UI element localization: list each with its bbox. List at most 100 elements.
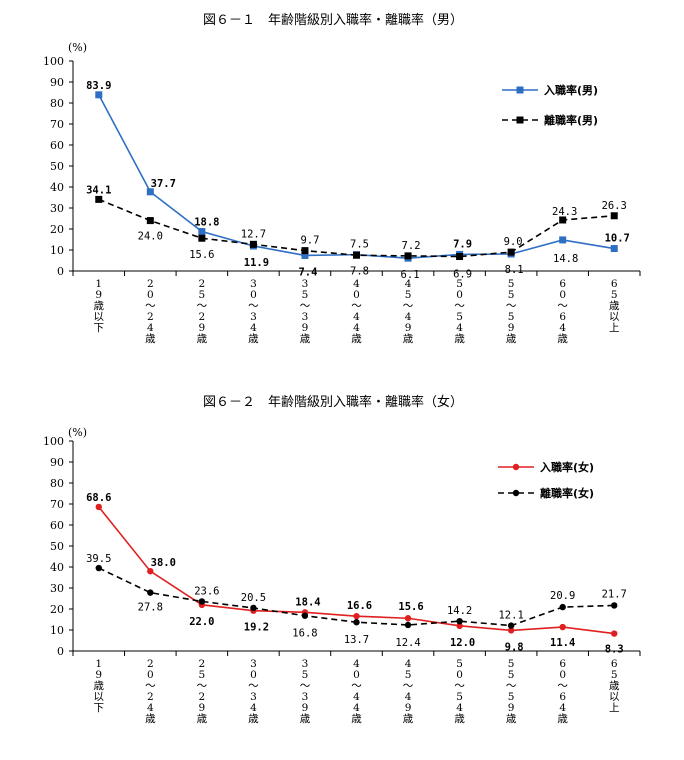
x-category-char: 4	[353, 311, 360, 323]
x-category-char: 3	[302, 278, 309, 290]
data-point	[353, 619, 360, 626]
y-tick-label: 50	[50, 160, 64, 173]
x-category-char: ～	[145, 680, 156, 692]
x-category-char: 歳	[557, 333, 568, 345]
x-category-label: 5 5 ～ 5 9 歳	[506, 658, 517, 725]
x-category-char: 6	[559, 311, 566, 323]
x-category-char: ～	[248, 300, 259, 312]
data-label: 12.4	[395, 637, 420, 649]
x-category-char: 2	[147, 658, 154, 670]
x-category-label: 4 0 ～ 4 4 歳	[351, 658, 362, 725]
data-point	[301, 247, 309, 255]
x-category-char: 4	[353, 278, 360, 290]
x-category-char: ～	[454, 300, 465, 312]
x-category-char: ～	[248, 680, 259, 692]
x-category-char: 5	[199, 669, 206, 681]
x-category-char: 0	[147, 289, 154, 301]
data-label: 23.6	[194, 585, 219, 597]
x-category-char: 歳	[248, 333, 259, 345]
x-category-char: 歳	[145, 333, 156, 345]
x-category-char: ～	[351, 300, 362, 312]
x-category-char: 6	[559, 691, 566, 703]
x-category-char: 2	[199, 278, 206, 290]
x-category-char: 歳	[609, 300, 620, 312]
x-category-char: 0	[250, 669, 257, 681]
data-point	[353, 612, 360, 620]
x-category-char: 以	[94, 311, 105, 323]
x-category-char: 1	[95, 658, 102, 670]
x-category-char: 2	[199, 658, 206, 670]
y-tick-label: 20	[50, 223, 64, 236]
x-category-char: 3	[250, 691, 257, 703]
data-point	[404, 621, 412, 629]
x-category-label: 2 5 ～ 2 9 歳	[197, 278, 208, 345]
y-tick-label: 60	[50, 139, 64, 152]
x-category-char: 4	[405, 658, 412, 670]
x-category-char: 6	[611, 658, 618, 670]
x-category-char: 6	[559, 658, 566, 670]
x-category-char: 5	[508, 289, 515, 301]
y-tick-label: 50	[50, 540, 64, 553]
x-category-char: 以	[609, 311, 620, 323]
x-category-char: 4	[405, 691, 412, 703]
x-category-char: ～	[557, 300, 568, 312]
x-category-char: 2	[147, 311, 154, 323]
x-category-char: 上	[609, 322, 620, 334]
data-label: 12.0	[450, 637, 475, 649]
x-category-char: 歳	[300, 333, 311, 345]
x-category-char: 5	[456, 278, 463, 290]
data-label: 24.0	[138, 231, 163, 243]
x-category-char: 5	[302, 669, 309, 681]
x-category-char: 歳	[197, 333, 208, 345]
x-category-char: 4	[405, 311, 412, 323]
legend-marker	[516, 86, 524, 94]
x-category-char: 4	[147, 702, 154, 714]
x-category-char: 0	[250, 289, 257, 301]
data-point	[301, 612, 309, 619]
chart-female: 図６－２ 年齢階級別入職率・離職率（女）(%)01020304050607080…	[43, 394, 641, 725]
x-category-char: 4	[456, 322, 463, 334]
x-category-char: 歳	[351, 333, 362, 345]
data-label: 11.4	[550, 637, 575, 649]
y-unit-label: (%)	[68, 41, 87, 54]
x-category-char: 以	[609, 691, 620, 703]
y-tick-label: 20	[50, 603, 64, 616]
x-category-char: ～	[300, 680, 311, 692]
chart-title: 図６－１ 年齢階級別入職率・離職率（男）	[203, 12, 463, 28]
x-category-label: 6 5 歳以上	[609, 658, 620, 714]
x-category-char: 4	[147, 322, 154, 334]
data-point	[198, 598, 206, 605]
x-category-char: 4	[353, 658, 360, 670]
x-category-label: 3 5 ～ 3 9 歳	[300, 278, 311, 345]
y-tick-label: 40	[50, 561, 64, 574]
x-category-label: 6 5 歳以上	[609, 278, 620, 334]
x-category-char: 3	[302, 658, 309, 670]
x-category-char: 3	[302, 691, 309, 703]
data-point	[198, 228, 206, 236]
data-point	[250, 604, 257, 612]
data-point	[249, 240, 257, 248]
data-label: 8.1	[505, 264, 524, 276]
x-category-char: 2	[147, 278, 154, 290]
data-point	[611, 602, 618, 609]
x-category-char: 歳	[609, 680, 620, 692]
x-category-char: 5	[456, 311, 463, 323]
x-category-label: 6 0 ～ 6 4 歳	[557, 658, 568, 725]
x-category-char: 9	[302, 702, 309, 714]
x-category-char: 歳	[403, 333, 414, 345]
x-category-char: 9	[405, 322, 412, 334]
y-tick-label: 100	[43, 435, 64, 448]
x-category-char: ～	[454, 680, 465, 692]
legend-marker	[512, 489, 520, 497]
x-category-char: 歳	[145, 713, 156, 725]
data-point	[610, 212, 618, 220]
x-category-char: ～	[506, 680, 517, 692]
data-point	[95, 195, 103, 203]
x-category-char: 5	[199, 289, 206, 301]
data-label: 9.8	[505, 641, 524, 653]
y-tick-label: 0	[57, 265, 64, 278]
x-category-char: 3	[250, 658, 257, 670]
data-label: 12.7	[241, 228, 266, 240]
data-point	[146, 188, 154, 196]
x-category-char: 0	[147, 669, 154, 681]
